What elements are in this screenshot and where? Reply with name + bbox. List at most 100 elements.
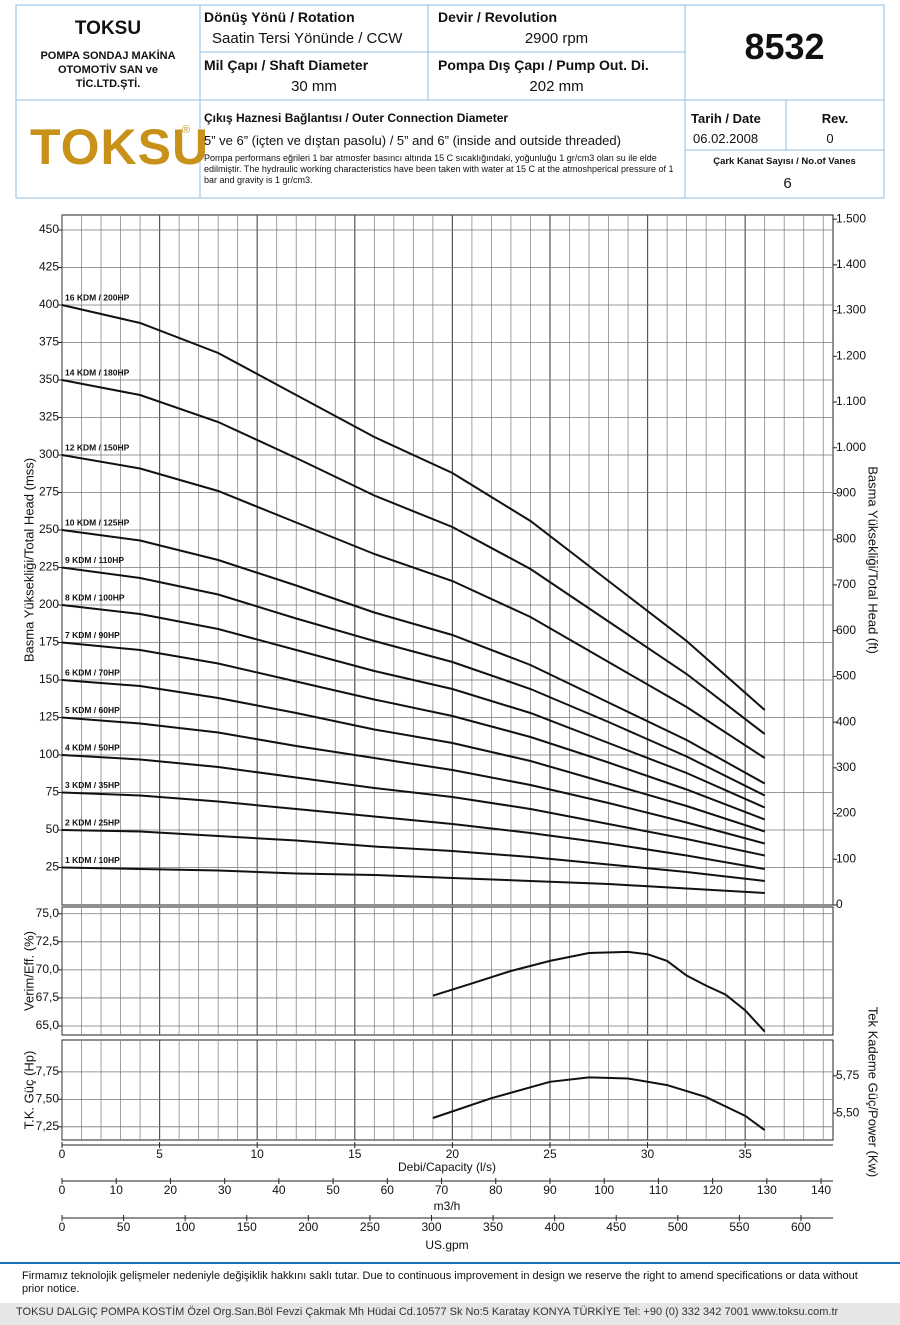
x-tick-label: 100 bbox=[594, 1183, 614, 1197]
y2-tick-label: 1.300 bbox=[836, 303, 866, 317]
y-tick-label: 67,5 bbox=[36, 990, 60, 1004]
y-tick-label: 250 bbox=[39, 522, 59, 536]
curve bbox=[61, 454, 766, 759]
revolution-label: Devir / Revolution bbox=[438, 9, 558, 25]
header-frame bbox=[15, 4, 885, 199]
y2-axis-label: Basma Yüksekliği/Total Head (ft) bbox=[866, 466, 881, 654]
date-label: Tarih / Date bbox=[691, 111, 761, 126]
company-line: OTOMOTİV SAN ve bbox=[57, 64, 159, 76]
logo-mark: ® bbox=[182, 124, 191, 136]
x-tick-label: 40 bbox=[272, 1183, 286, 1197]
x-tick-label: 15 bbox=[348, 1147, 362, 1161]
x-tick-label: 550 bbox=[729, 1220, 749, 1234]
y-tick-label: 275 bbox=[39, 485, 59, 499]
y-axis-label: T.K. Güç (Hp) bbox=[21, 1051, 36, 1130]
y2-tick-label: 0 bbox=[836, 897, 843, 911]
x-tick-label: 250 bbox=[360, 1220, 380, 1234]
plot-frame bbox=[61, 1039, 834, 1141]
x-tick-label: 350 bbox=[483, 1220, 503, 1234]
x-tick-label: 500 bbox=[668, 1220, 688, 1234]
y-tick-label: 150 bbox=[39, 672, 59, 686]
x-tick-label: 600 bbox=[791, 1220, 811, 1234]
address: TOKSU DALGIÇ POMPA KOSTİM Özel Org.San.B… bbox=[16, 1306, 839, 1318]
y2-tick-label: 100 bbox=[836, 851, 856, 865]
y2-tick-label: 900 bbox=[836, 486, 856, 500]
y2-axis-label: Tek Kademe Güç/Power (Kw) bbox=[866, 1007, 881, 1178]
y2-tick-label: 400 bbox=[836, 714, 856, 728]
curve bbox=[61, 716, 765, 845]
curve bbox=[61, 791, 765, 870]
y-tick-label: 7,50 bbox=[36, 1092, 60, 1106]
x-tick-label: 70 bbox=[435, 1183, 449, 1197]
vanes: 6 bbox=[783, 175, 792, 192]
rev: 0 bbox=[826, 131, 834, 146]
curve bbox=[61, 641, 766, 821]
y-axis-label: Verim/Eff. (%) bbox=[21, 931, 36, 1011]
x-tick-label: 450 bbox=[606, 1220, 626, 1234]
y-tick-label: 325 bbox=[39, 410, 59, 424]
y-tick-label: 125 bbox=[39, 710, 59, 724]
curve bbox=[61, 304, 766, 711]
y2-tick-label: 700 bbox=[836, 577, 856, 591]
y-tick-label: 65,0 bbox=[36, 1018, 60, 1032]
x-tick-label: 0 bbox=[59, 1183, 66, 1197]
x-tick-label: 80 bbox=[489, 1183, 503, 1197]
curve bbox=[61, 529, 766, 785]
x-tick-label: 400 bbox=[545, 1220, 565, 1234]
model: 8532 bbox=[744, 26, 825, 67]
y2-tick-label: 500 bbox=[836, 669, 856, 683]
x-tick-label: 10 bbox=[251, 1147, 265, 1161]
curve-label: 5 KDM / 60HP bbox=[65, 705, 120, 715]
x-tick-label: 30 bbox=[218, 1183, 232, 1197]
curve-label: 1 KDM / 10HP bbox=[65, 855, 120, 865]
rotation-label: Dönüş Yönü / Rotation bbox=[204, 9, 355, 25]
y-tick-label: 70,0 bbox=[36, 962, 60, 976]
y-tick-label: 425 bbox=[39, 260, 59, 274]
x-tick-label: 10 bbox=[110, 1183, 124, 1197]
curve bbox=[61, 379, 766, 735]
curve bbox=[61, 754, 765, 857]
footer-bar bbox=[0, 1303, 900, 1325]
x-tick-label: 35 bbox=[738, 1147, 752, 1161]
y2-tick-label: 1.200 bbox=[836, 348, 866, 362]
date: 06.02.2008 bbox=[693, 131, 759, 146]
plot-frame bbox=[61, 906, 834, 1036]
shaft: 30 mm bbox=[291, 78, 337, 95]
y-tick-label: 300 bbox=[39, 447, 59, 461]
y2-tick-label: 1.100 bbox=[836, 394, 866, 408]
x-tick-label: 0 bbox=[59, 1147, 66, 1161]
y2-tick-label: 600 bbox=[836, 623, 856, 637]
y-tick-label: 25 bbox=[46, 860, 60, 874]
x-tick-label: 150 bbox=[237, 1220, 257, 1234]
y2-tick-label: 300 bbox=[836, 760, 856, 774]
y2-tick-label: 5,75 bbox=[836, 1068, 860, 1082]
outer-label: Çıkış Haznesi Bağlantısı / Outer Connect… bbox=[204, 111, 509, 125]
y-tick-label: 175 bbox=[39, 635, 59, 649]
y2-tick-label: 5,50 bbox=[836, 1105, 860, 1119]
x-tick-label: 300 bbox=[421, 1220, 441, 1234]
x-tick-label: 20 bbox=[164, 1183, 178, 1197]
y2-tick-label: 1.400 bbox=[836, 257, 866, 271]
y-tick-label: 100 bbox=[39, 747, 59, 761]
y2-tick-label: 200 bbox=[836, 806, 856, 820]
company-line: POMPA SONDAJ MAKİNA bbox=[40, 50, 176, 62]
revolution: 2900 rpm bbox=[524, 30, 589, 47]
disclaimer: Firmamız teknolojik gelişmeler nedeniyle… bbox=[22, 1270, 858, 1295]
y-tick-label: 225 bbox=[39, 560, 59, 574]
y-tick-label: 7,75 bbox=[36, 1064, 60, 1078]
curve-label: 8 KDM / 100HP bbox=[65, 592, 125, 602]
curve-label: 12 KDM / 150HP bbox=[65, 442, 130, 452]
shaft-label: Mil Çapı / Shaft Diameter bbox=[204, 57, 369, 73]
curve-label: 16 KDM / 200HP bbox=[65, 292, 130, 302]
curve-label: 2 KDM / 25HP bbox=[65, 817, 120, 827]
note: Pompa performans eğrileri 1 bar atmosfer… bbox=[204, 153, 674, 185]
curve bbox=[61, 566, 766, 797]
curve-label: 7 KDM / 90HP bbox=[65, 630, 120, 640]
x-tick-label: 100 bbox=[175, 1220, 195, 1234]
y-tick-label: 450 bbox=[39, 222, 59, 236]
y-tick-label: 75,0 bbox=[36, 906, 60, 920]
y-tick-label: 400 bbox=[39, 297, 59, 311]
pump-od-label: Pompa Dış Çapı / Pump Out. Di. bbox=[438, 57, 649, 73]
company-line: TİC.LTD.ŞTİ. bbox=[75, 78, 141, 90]
